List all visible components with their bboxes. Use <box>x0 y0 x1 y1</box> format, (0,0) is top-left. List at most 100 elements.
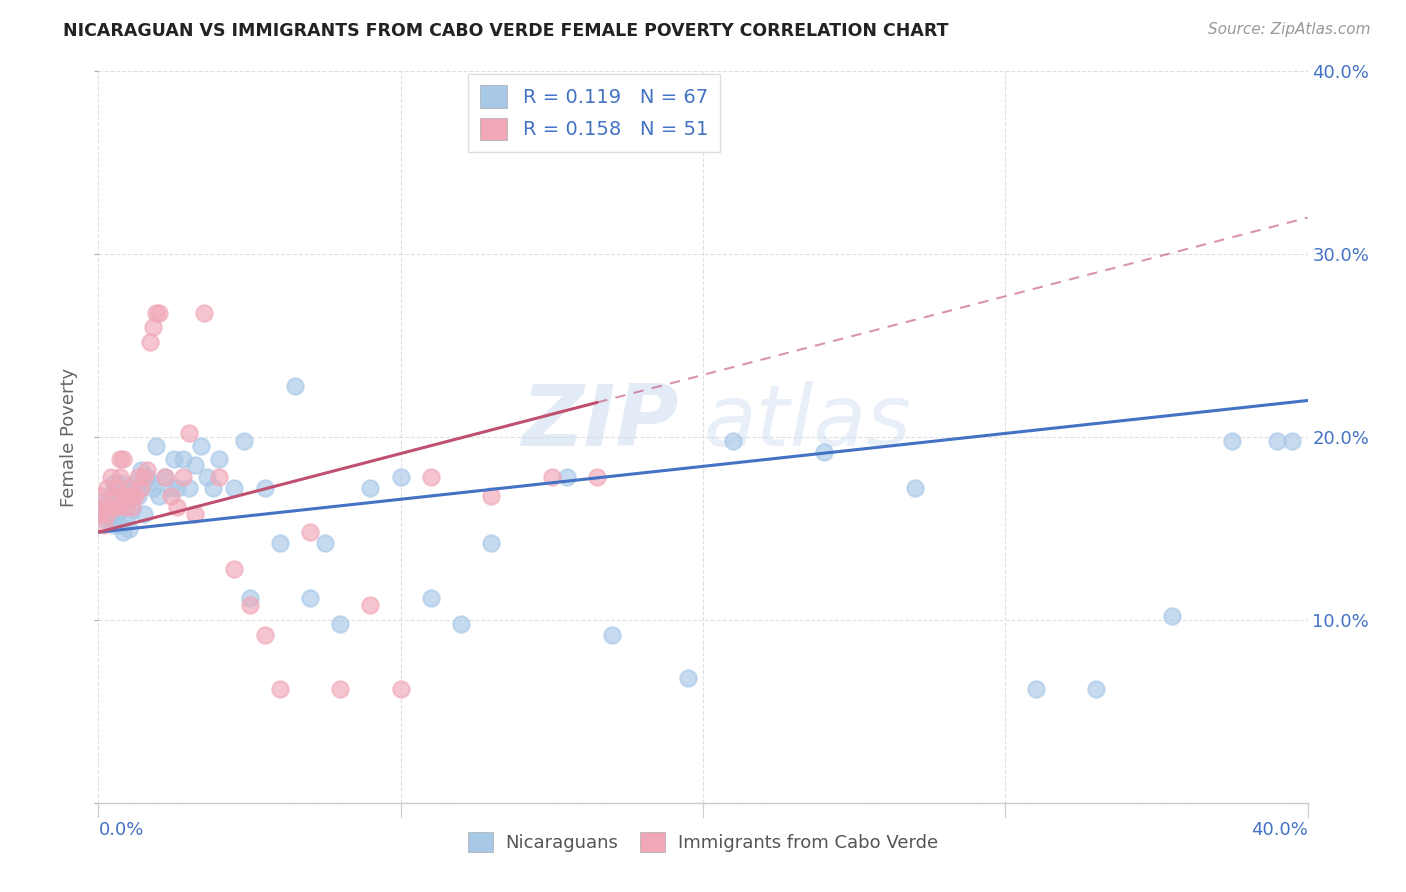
Point <box>153 470 176 484</box>
Point <box>1160 609 1182 624</box>
Text: 40.0%: 40.0% <box>1251 821 1308 839</box>
Point <box>108 452 131 467</box>
Point <box>166 481 188 495</box>
Point <box>208 470 231 484</box>
Point <box>93 512 115 526</box>
Point <box>114 489 136 503</box>
Point <box>224 562 246 576</box>
Point <box>135 470 157 484</box>
Y-axis label: Female Poverty: Female Poverty <box>60 368 79 507</box>
Point <box>111 489 134 503</box>
Point <box>100 470 122 484</box>
Point <box>184 458 207 472</box>
Point <box>224 481 246 495</box>
Point <box>96 500 118 514</box>
Point <box>1267 434 1289 448</box>
Point <box>103 475 125 490</box>
Point <box>420 591 443 605</box>
Point <box>90 503 112 517</box>
Point <box>314 536 336 550</box>
Point <box>93 494 115 508</box>
Point <box>586 470 609 484</box>
Point <box>114 500 136 514</box>
Point <box>121 500 143 514</box>
Point <box>127 489 149 503</box>
Point <box>166 500 188 514</box>
Point <box>96 507 118 521</box>
Point <box>129 463 152 477</box>
Point <box>111 452 134 467</box>
Point <box>148 306 170 320</box>
Point <box>269 536 291 550</box>
Legend: Nicaraguans, Immigrants from Cabo Verde: Nicaraguans, Immigrants from Cabo Verde <box>461 824 945 860</box>
Point <box>105 500 128 514</box>
Point <box>481 489 503 503</box>
Point <box>360 599 382 613</box>
Point <box>420 470 443 484</box>
Point <box>602 627 624 641</box>
Point <box>450 616 472 631</box>
Point <box>202 481 225 495</box>
Point <box>676 672 699 686</box>
Point <box>389 682 412 697</box>
Point <box>232 434 254 448</box>
Point <box>179 426 201 441</box>
Point <box>142 481 165 495</box>
Point <box>1220 434 1243 448</box>
Point <box>269 682 291 697</box>
Point <box>193 306 215 320</box>
Point <box>96 507 118 521</box>
Point <box>93 517 115 532</box>
Point <box>100 512 122 526</box>
Point <box>96 481 118 495</box>
Point <box>239 591 262 605</box>
Point <box>190 439 212 453</box>
Point <box>389 470 412 484</box>
Text: NICARAGUAN VS IMMIGRANTS FROM CABO VERDE FEMALE POVERTY CORRELATION CHART: NICARAGUAN VS IMMIGRANTS FROM CABO VERDE… <box>63 22 949 40</box>
Point <box>299 525 322 540</box>
Point <box>93 500 115 514</box>
Point <box>253 481 276 495</box>
Point <box>105 485 128 500</box>
Point <box>118 481 141 495</box>
Point <box>195 470 218 484</box>
Point <box>813 444 835 458</box>
Point <box>284 379 307 393</box>
Point <box>132 507 155 521</box>
Point <box>118 481 141 495</box>
Point <box>108 470 131 484</box>
Point <box>105 481 128 495</box>
Point <box>145 306 167 320</box>
Point <box>172 452 194 467</box>
Point <box>118 521 141 535</box>
Point <box>1024 682 1046 697</box>
Point <box>132 470 155 484</box>
Point <box>142 320 165 334</box>
Point <box>124 475 146 490</box>
Text: atlas: atlas <box>703 381 911 464</box>
Point <box>139 475 162 490</box>
Point <box>103 485 125 500</box>
Point <box>172 470 194 484</box>
Point <box>90 507 112 521</box>
Point <box>100 489 122 503</box>
Point <box>105 507 128 521</box>
Point <box>184 507 207 521</box>
Text: 0.0%: 0.0% <box>98 821 143 839</box>
Point <box>481 536 503 550</box>
Text: ZIP: ZIP <box>522 381 679 464</box>
Point <box>555 470 578 484</box>
Point <box>111 525 134 540</box>
Point <box>329 682 352 697</box>
Point <box>163 452 186 467</box>
Point <box>103 517 125 532</box>
Point <box>121 489 143 503</box>
Point <box>90 489 112 503</box>
Point <box>723 434 745 448</box>
Point <box>208 452 231 467</box>
Point <box>360 481 382 495</box>
Point <box>129 481 152 495</box>
Point <box>540 470 562 484</box>
Point <box>299 591 322 605</box>
Point <box>103 500 125 514</box>
